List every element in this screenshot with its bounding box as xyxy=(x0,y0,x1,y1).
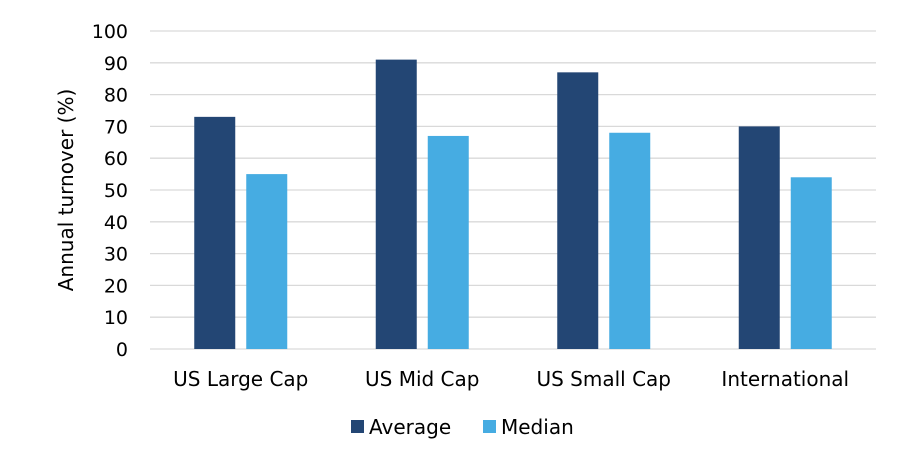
y-tick-label: 10 xyxy=(104,307,128,329)
y-tick-label: 70 xyxy=(104,116,128,138)
x-category-label: International xyxy=(721,367,849,391)
y-tick-label: 60 xyxy=(104,148,128,170)
legend-swatch-median xyxy=(483,420,496,433)
y-axis-ticks: 0 10 20 30 40 50 60 70 80 90 100 xyxy=(92,21,128,361)
y-tick-label: 50 xyxy=(104,180,128,202)
bar-average-1 xyxy=(375,59,417,350)
y-tick-label: 30 xyxy=(104,244,128,266)
y-tick-label: 80 xyxy=(104,85,128,107)
bar-average-3 xyxy=(738,126,780,350)
bars xyxy=(194,59,832,350)
y-tick-label: 40 xyxy=(104,212,128,234)
bar-average-0 xyxy=(194,116,236,349)
legend-label-average: Average xyxy=(369,415,451,439)
legend-label-median: Median xyxy=(501,415,574,439)
bar-average-2 xyxy=(557,72,599,349)
y-axis-title: Annual turnover (%) xyxy=(54,89,78,292)
y-tick-label: 0 xyxy=(116,339,128,361)
x-category-label: US Small Cap xyxy=(536,367,671,391)
bar-median-0 xyxy=(246,174,288,349)
legend: Average Median xyxy=(351,415,574,439)
bar-median-2 xyxy=(609,132,651,349)
y-tick-label: 20 xyxy=(104,275,128,297)
bar-median-1 xyxy=(427,135,469,349)
x-category-label: US Large Cap xyxy=(173,367,308,391)
bar-median-3 xyxy=(790,177,832,349)
legend-swatch-average xyxy=(351,420,364,433)
x-category-label: US Mid Cap xyxy=(365,367,479,391)
x-axis-categories: US Large Cap US Mid Cap US Small Cap Intern… xyxy=(173,367,849,391)
y-tick-label: 100 xyxy=(92,21,128,43)
y-tick-label: 90 xyxy=(104,53,128,75)
